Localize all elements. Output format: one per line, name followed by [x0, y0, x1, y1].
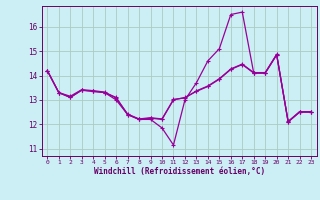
- X-axis label: Windchill (Refroidissement éolien,°C): Windchill (Refroidissement éolien,°C): [94, 167, 265, 176]
